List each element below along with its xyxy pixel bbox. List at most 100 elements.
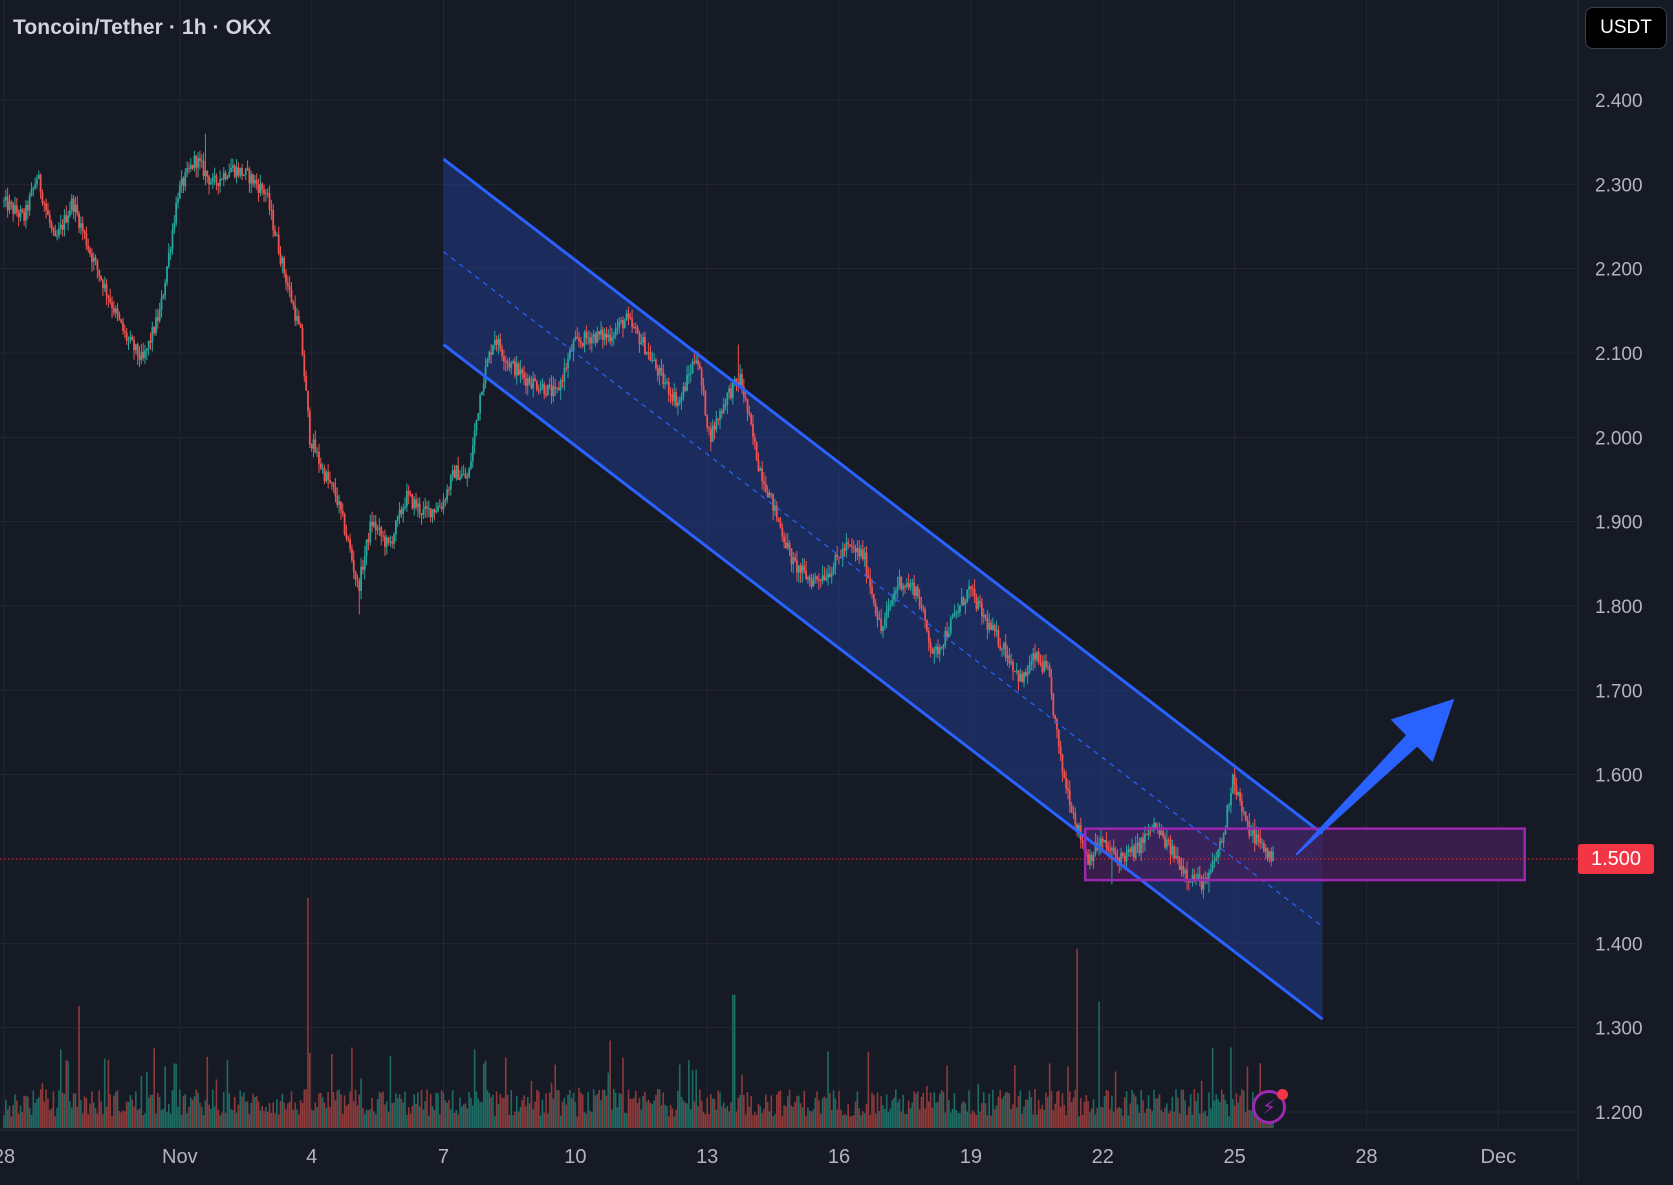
candle-body <box>81 223 84 231</box>
volume-bar <box>1118 1106 1121 1128</box>
volume-bar <box>682 1100 685 1128</box>
candle-body <box>790 548 793 565</box>
candle-body <box>700 369 703 386</box>
volume-bar <box>620 1094 622 1128</box>
volume-bar <box>1144 1112 1146 1128</box>
candle-body <box>724 404 727 406</box>
volume-bar <box>752 1115 754 1128</box>
volume-bar <box>28 1107 31 1128</box>
volume-bar <box>997 1096 1000 1128</box>
candle-body <box>136 344 139 356</box>
volume-bar <box>880 1096 882 1128</box>
symbol-title[interactable]: Toncoin/Tether · 1h · OKX <box>13 16 272 39</box>
volume-bar <box>1164 1107 1166 1128</box>
candle-body <box>636 327 639 334</box>
candle-body <box>1219 841 1221 850</box>
candle-body <box>303 354 306 377</box>
candle-body <box>761 468 764 482</box>
volume-bar <box>785 1106 787 1128</box>
volume-bar <box>810 1111 813 1128</box>
volume-bar <box>528 1103 531 1128</box>
volume-bar <box>1188 1106 1190 1128</box>
volume-bar <box>89 1103 91 1128</box>
volume-bar <box>719 1092 721 1128</box>
candle-body <box>471 444 474 462</box>
candle-body <box>810 580 813 587</box>
currency-button[interactable]: USDT <box>1585 7 1667 49</box>
volume-bar <box>721 1106 723 1128</box>
candle-body <box>924 608 927 621</box>
volume-bar <box>120 1112 122 1128</box>
volume-bar <box>988 1093 991 1128</box>
x-tick-label: 4 <box>306 1146 317 1168</box>
volume-bar <box>1155 1098 1157 1128</box>
volume-bar <box>592 1089 595 1128</box>
candle-body <box>490 352 493 355</box>
candle-body <box>1268 851 1271 858</box>
candle-body <box>244 168 247 175</box>
channel-midline <box>443 251 1323 927</box>
candle-body <box>839 557 842 559</box>
candle-body <box>19 209 22 218</box>
candle-body <box>70 198 73 211</box>
volume-bar <box>580 1092 582 1128</box>
candle-body <box>869 577 872 587</box>
volume-bar <box>76 1106 79 1128</box>
volume-bar <box>1217 1099 1219 1128</box>
volume-bar <box>940 1090 943 1128</box>
candle-body <box>852 546 855 548</box>
volume-bar <box>1178 1113 1181 1128</box>
volume-bar <box>30 1114 33 1128</box>
candle-body <box>1244 811 1247 821</box>
volume-bar <box>48 1110 51 1128</box>
volume-bar <box>878 1110 881 1128</box>
volume-bar <box>92 1102 95 1128</box>
volume-bar <box>14 1094 16 1128</box>
volume-bar <box>790 1105 793 1128</box>
volume-bar <box>623 1112 626 1128</box>
candle-body <box>812 578 815 587</box>
volume-bar <box>305 1089 307 1128</box>
volume-bar <box>741 1074 743 1128</box>
candle-body <box>1059 746 1062 755</box>
candle-body <box>1050 676 1053 694</box>
candle-body <box>554 386 557 389</box>
candle-body <box>876 613 879 620</box>
volume-bar <box>371 1097 373 1128</box>
candle-body <box>578 338 580 342</box>
candle-body <box>299 324 302 329</box>
candle-body <box>594 334 597 343</box>
candle-body <box>946 631 948 638</box>
candle-body <box>80 223 82 228</box>
volume-bar <box>1160 1109 1163 1128</box>
candle-body <box>336 496 339 505</box>
candle-body <box>413 499 416 509</box>
volume-bar <box>85 1098 88 1128</box>
volume-bar <box>589 1110 591 1128</box>
candle-body <box>911 582 914 585</box>
volume-bar <box>964 1103 967 1128</box>
volume-bar <box>307 898 309 1128</box>
candle-body <box>957 611 959 613</box>
candle-body <box>186 168 189 173</box>
candle-body <box>242 174 245 176</box>
volume-bar <box>981 1103 983 1128</box>
volume-bar <box>572 1092 575 1128</box>
candle-body <box>1226 805 1229 829</box>
candle-body <box>825 578 828 580</box>
volume-bar <box>618 1093 621 1128</box>
volume-bar <box>1048 1063 1051 1128</box>
candle-body <box>252 174 254 184</box>
candle-body <box>785 542 787 549</box>
candle-body <box>1121 853 1124 856</box>
volume-bar <box>1140 1090 1143 1128</box>
candle-body <box>393 534 395 544</box>
candle-body <box>634 327 637 329</box>
candle-body <box>1220 841 1223 843</box>
volume-bar <box>602 1089 604 1128</box>
candle-body <box>21 209 24 212</box>
candle-body <box>1138 842 1141 854</box>
volume-bar <box>860 1115 862 1128</box>
